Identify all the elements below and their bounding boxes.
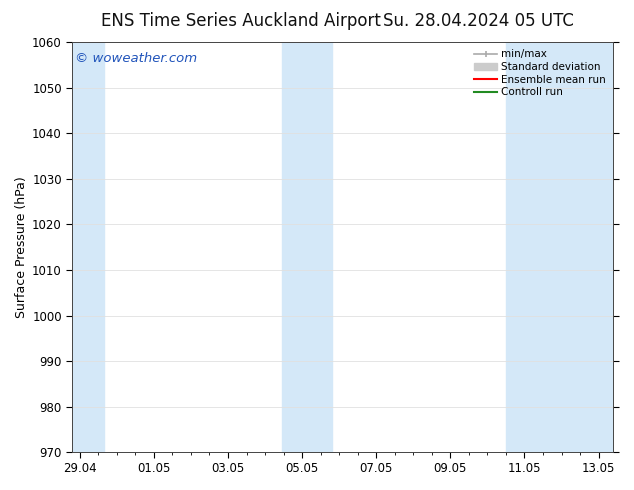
Text: ENS Time Series Auckland Airport: ENS Time Series Auckland Airport: [101, 12, 381, 30]
Bar: [506, 42, 614, 452]
Bar: [72, 42, 104, 452]
Bar: [281, 42, 332, 452]
Y-axis label: Surface Pressure (hPa): Surface Pressure (hPa): [15, 176, 28, 318]
Text: Su. 28.04.2024 05 UTC: Su. 28.04.2024 05 UTC: [383, 12, 574, 30]
Legend: min/max, Standard deviation, Ensemble mean run, Controll run: min/max, Standard deviation, Ensemble me…: [472, 47, 608, 99]
Text: © woweather.com: © woweather.com: [75, 52, 197, 65]
